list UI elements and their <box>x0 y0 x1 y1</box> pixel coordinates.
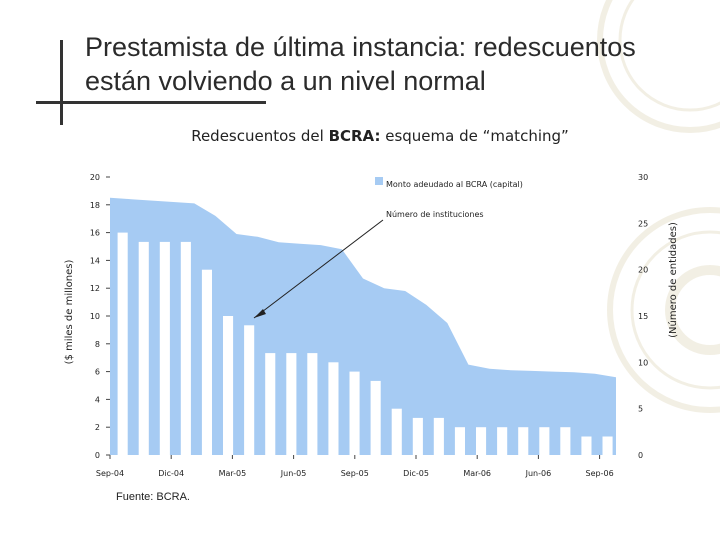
slide-title-line-2: están volviendo a un nivel normal <box>85 66 486 96</box>
x-tick-label: Sep-06 <box>586 469 614 478</box>
x-tick-label: Jun-06 <box>525 469 552 478</box>
chart-title-part-2: BCRA: <box>328 127 381 145</box>
y-left-tick-label: 18 <box>90 201 100 210</box>
y-left-tick-label: 10 <box>90 312 100 321</box>
bar-numero-instituciones <box>581 436 592 455</box>
bar-numero-instituciones <box>412 417 423 455</box>
bar-numero-instituciones <box>328 362 339 455</box>
y-right-tick-label: 10 <box>638 358 648 367</box>
y-right-tick-label: 5 <box>638 405 643 414</box>
title-vertical-rule <box>60 40 63 125</box>
bar-numero-instituciones <box>539 427 550 455</box>
y-right-tick-label: 30 <box>638 173 648 182</box>
bar-numero-instituciones <box>433 417 444 455</box>
y-left-tick-label: 20 <box>90 173 100 182</box>
bar-numero-instituciones <box>602 436 613 455</box>
legend-label-area: Monto adeudado al BCRA (capital) <box>386 180 523 189</box>
x-tick-label: Dic-05 <box>403 469 429 478</box>
y-left-tick-label: 2 <box>95 423 100 432</box>
bar-numero-instituciones <box>223 316 234 455</box>
bar-numero-instituciones <box>497 427 508 455</box>
annotation-arrow-head <box>254 309 266 318</box>
x-tick-label: Mar-05 <box>219 469 247 478</box>
y-right-tick-label: 25 <box>638 219 648 228</box>
y-left-tick-label: 8 <box>95 340 100 349</box>
bar-numero-instituciones <box>286 353 297 455</box>
bar-numero-instituciones <box>370 380 381 455</box>
y-right-tick-label: 20 <box>638 266 648 275</box>
title-horizontal-rule <box>36 101 266 104</box>
bar-numero-instituciones <box>560 427 571 455</box>
y-left-tick-label: 14 <box>90 256 100 265</box>
legend-swatch-area <box>375 177 383 185</box>
chart-title-part-3: esquema de “matching” <box>380 127 569 145</box>
bar-numero-instituciones <box>138 241 149 455</box>
x-tick-label: Dic-04 <box>158 469 184 478</box>
annotation-label: Número de instituciones <box>386 210 484 219</box>
bar-numero-instituciones <box>265 353 276 455</box>
bar-numero-instituciones <box>159 241 170 455</box>
slide-title: Prestamista de última instancia: redescu… <box>85 30 675 98</box>
y-axis-right-label: (Número de entidades) <box>667 222 679 338</box>
chart-title-part-1: Redescuentos del <box>191 127 329 145</box>
y-right-tick-label: 15 <box>638 312 648 321</box>
bar-numero-instituciones <box>201 269 212 455</box>
bar-numero-instituciones <box>117 232 128 455</box>
chart-title: Redescuentos del BCRA: esquema de “match… <box>0 127 720 145</box>
bar-numero-instituciones <box>349 371 360 455</box>
x-tick-label: Sep-05 <box>341 469 369 478</box>
y-right-tick-label: 0 <box>638 451 643 460</box>
area-monto-adeudado <box>110 197 616 456</box>
y-left-tick-label: 6 <box>95 368 100 377</box>
annotation-arrow-line <box>253 219 384 319</box>
slide-title-line-1: Prestamista de última instancia: redescu… <box>85 32 636 62</box>
x-tick-label: Mar-06 <box>463 469 491 478</box>
bar-numero-instituciones <box>307 353 318 455</box>
bar-numero-instituciones <box>180 241 191 455</box>
y-axis-left-label: ($ miles de millones) <box>64 260 75 365</box>
y-left-tick-label: 12 <box>90 284 100 293</box>
x-tick-label: Jun-05 <box>280 469 307 478</box>
bar-numero-instituciones <box>518 427 529 455</box>
y-left-tick-label: 16 <box>90 229 100 238</box>
y-left-tick-label: 4 <box>95 395 100 404</box>
bar-numero-instituciones <box>391 408 402 455</box>
x-tick-label: Sep-04 <box>96 469 124 478</box>
bar-numero-instituciones <box>476 427 487 455</box>
bar-numero-instituciones <box>244 325 255 455</box>
y-left-tick-label: 0 <box>95 451 100 460</box>
bar-numero-instituciones <box>454 427 465 455</box>
watermark-seal <box>597 0 720 413</box>
source-note: Fuente: BCRA. <box>116 491 190 503</box>
